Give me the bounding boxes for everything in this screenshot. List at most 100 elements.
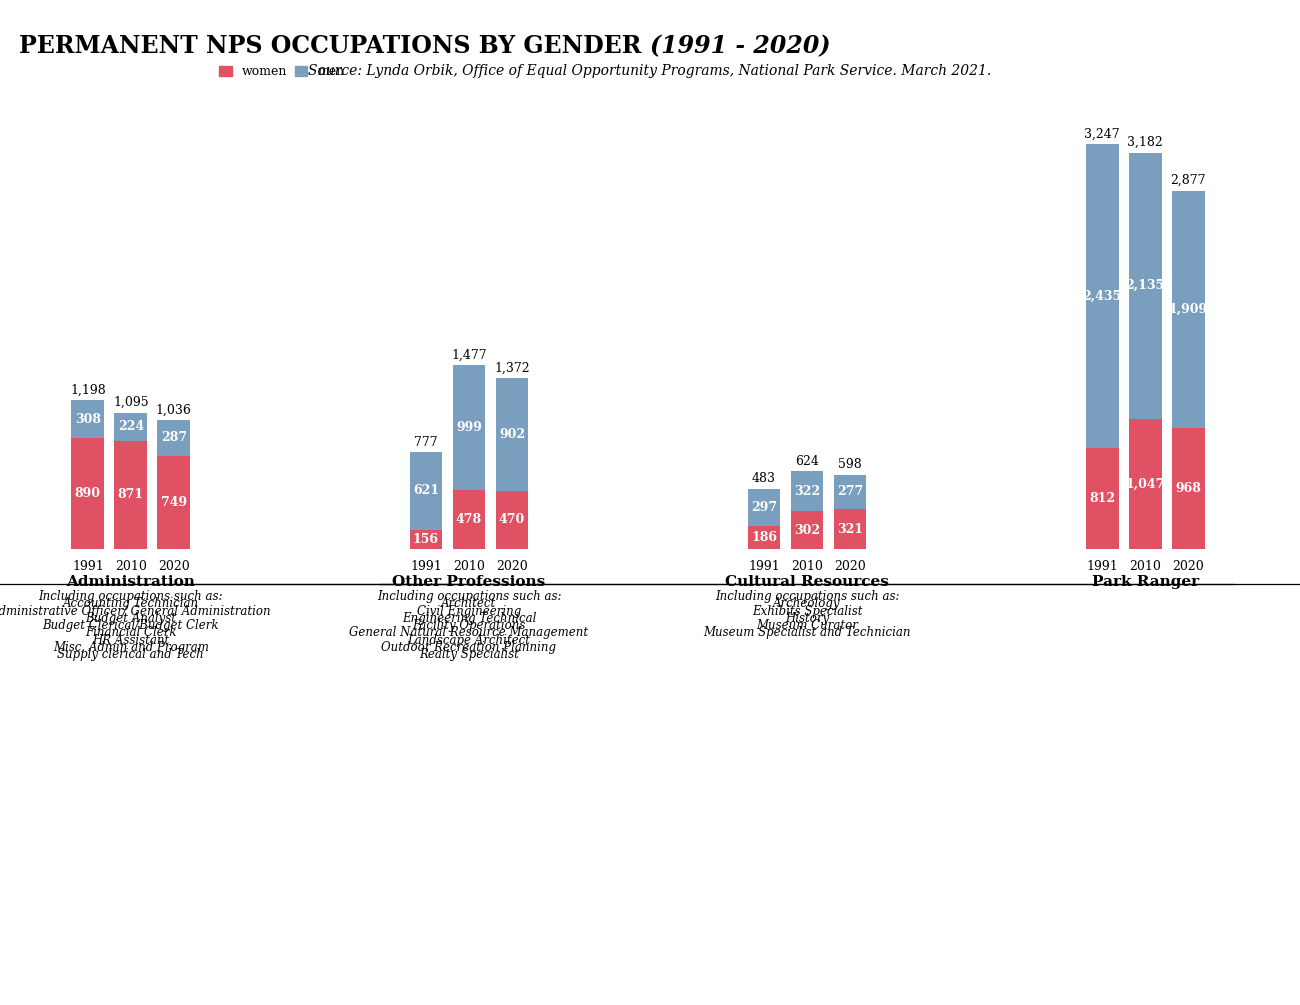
Bar [833,474,867,510]
Text: Financial Clerk: Financial Clerk [84,626,177,639]
Text: 297: 297 [751,500,777,514]
Text: 470: 470 [499,514,525,527]
Text: Architect: Architect [441,598,497,610]
Bar [72,438,104,549]
Text: 321: 321 [837,523,863,536]
Text: 308: 308 [75,412,101,425]
Text: Park Ranger: Park Ranger [1092,575,1199,589]
Text: 483: 483 [751,472,776,485]
Bar [747,489,780,526]
Text: Museum Curator: Museum Curator [757,619,858,632]
Text: 968: 968 [1175,482,1201,495]
Text: 277: 277 [837,485,863,498]
Text: 1991: 1991 [410,561,442,573]
Text: 287: 287 [161,431,187,444]
Text: 749: 749 [161,495,187,509]
Text: 812: 812 [1089,492,1115,506]
Text: Archeology: Archeology [774,598,841,610]
Text: HR Assistant: HR Assistant [92,633,169,646]
Bar [452,365,485,489]
Text: 2010: 2010 [114,561,147,573]
Bar [157,456,190,549]
Text: Budget Analyst: Budget Analyst [86,612,177,625]
Text: 3,182: 3,182 [1127,136,1164,149]
Text: History: History [785,612,829,625]
Text: 478: 478 [456,513,482,526]
Text: 1991: 1991 [1087,561,1118,573]
Bar [157,420,190,456]
Text: 302: 302 [794,524,820,537]
Bar [114,440,147,549]
Text: 2010: 2010 [1130,561,1161,573]
Bar [72,400,104,438]
Bar [114,413,147,440]
Text: 1991: 1991 [72,561,104,573]
Text: Accounting Technician: Accounting Technician [62,598,199,610]
Text: 2,877: 2,877 [1170,174,1206,187]
Text: 2020: 2020 [1173,561,1204,573]
Bar [833,510,867,549]
Text: 2010: 2010 [792,561,823,573]
Bar [495,490,528,549]
Text: Supply clerical and Tech: Supply clerical and Tech [57,648,204,661]
Bar [1128,153,1161,419]
Text: 2,135: 2,135 [1126,279,1165,292]
Bar [1086,448,1118,549]
Text: Budget Clerical/Budget Clerk: Budget Clerical/Budget Clerk [43,619,220,632]
Bar [495,378,528,490]
Text: 2010: 2010 [452,561,485,573]
Text: Other Professions: Other Professions [393,575,546,589]
Text: 1,036: 1,036 [156,404,192,416]
Text: 1,095: 1,095 [113,396,148,409]
Text: 186: 186 [751,531,777,544]
Bar [452,489,485,549]
Text: 2020: 2020 [835,561,866,573]
Text: Civil Engineering: Civil Engineering [417,605,521,618]
Text: 777: 777 [415,436,438,449]
Text: 890: 890 [75,487,101,500]
Text: Misc. Admin and Program: Misc. Admin and Program [53,641,209,654]
Text: 2020: 2020 [159,561,190,573]
Text: 2020: 2020 [497,561,528,573]
Text: Realty Specialist: Realty Specialist [419,648,519,661]
Text: Outdoor Recreation Planning: Outdoor Recreation Planning [381,641,556,654]
Text: Facility Operations: Facility Operations [412,619,525,632]
Text: 1,477: 1,477 [451,349,486,362]
Text: Museum Specialist and Technician: Museum Specialist and Technician [703,626,911,639]
Text: Exhibits Specialist: Exhibits Specialist [751,605,862,618]
Text: 3,247: 3,247 [1084,128,1119,141]
Text: 871: 871 [118,488,144,501]
Bar [1171,191,1205,428]
Text: Landscape Architect: Landscape Architect [407,633,530,646]
Bar [410,530,442,549]
Text: Including occupations such as:: Including occupations such as: [715,590,900,603]
Bar [790,512,823,549]
Bar [410,452,442,530]
Text: 624: 624 [796,455,819,468]
Text: 156: 156 [413,533,439,546]
Bar [790,471,823,512]
Text: PERMANENT NPS OCCUPATIONS BY GENDER: PERMANENT NPS OCCUPATIONS BY GENDER [20,34,650,58]
Text: 598: 598 [838,458,862,471]
Bar [1171,428,1205,549]
Text: Including occupations such as:: Including occupations such as: [39,590,224,603]
Text: 1,909: 1,909 [1169,304,1208,316]
Text: Administrative Officer/ General Administration: Administrative Officer/ General Administ… [0,605,272,618]
Text: 224: 224 [118,420,144,433]
Text: (1991 - 2020): (1991 - 2020) [650,34,831,58]
Text: 902: 902 [499,428,525,441]
Text: 1,198: 1,198 [70,383,105,396]
Text: Administration: Administration [66,575,195,589]
Bar [747,526,780,549]
Text: 322: 322 [794,485,820,497]
Text: 2,435: 2,435 [1083,289,1122,303]
Text: Engineering Technical: Engineering Technical [402,612,536,625]
Bar [1086,145,1118,448]
Text: Source: Lynda Orbik, Office of Equal Opportunity Programs, National Park Service: Source: Lynda Orbik, Office of Equal Opp… [308,64,992,78]
Text: 1991: 1991 [747,561,780,573]
Text: 621: 621 [413,484,439,497]
Legend: women, men: women, men [214,60,350,83]
Text: 1,372: 1,372 [494,362,530,375]
Text: Cultural Resources: Cultural Resources [725,575,889,589]
Text: General Natural Resource Management: General Natural Resource Management [350,626,589,639]
